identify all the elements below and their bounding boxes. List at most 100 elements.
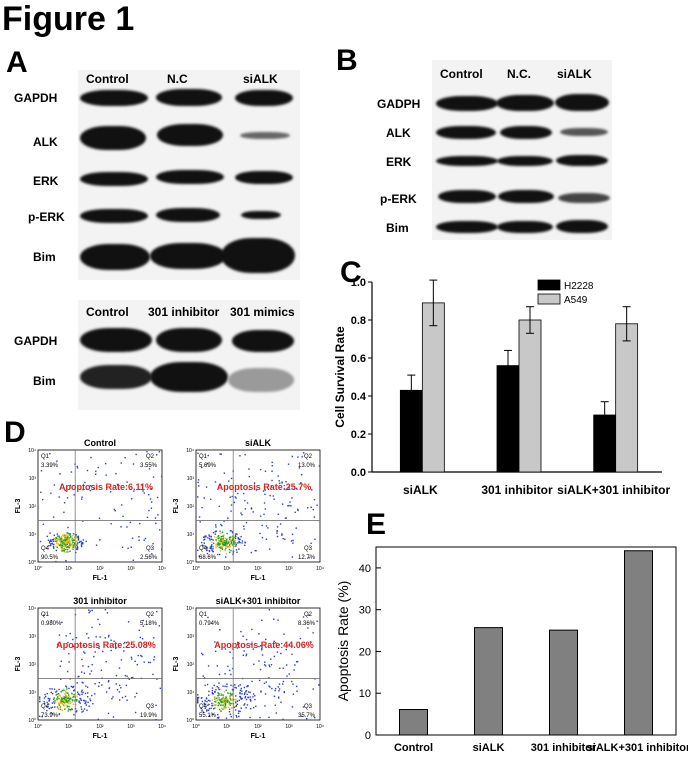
flow-dot xyxy=(59,708,62,711)
flow-dot xyxy=(69,550,71,553)
flow-dot xyxy=(134,696,136,698)
flow-dot xyxy=(84,692,87,695)
flow-dot xyxy=(93,488,95,490)
flow-dot xyxy=(205,697,208,699)
flow-dot xyxy=(159,687,162,690)
flow-dot xyxy=(218,537,220,539)
flow-dot xyxy=(39,698,41,700)
flow-dot xyxy=(215,524,217,526)
flow-dot xyxy=(210,547,212,550)
flow-dot xyxy=(215,544,217,547)
flow-dot xyxy=(66,543,68,546)
flow-dot xyxy=(67,538,69,540)
flow-dot xyxy=(228,701,231,703)
flow-dot xyxy=(197,452,199,455)
flow-dot xyxy=(253,482,256,484)
flow-dot xyxy=(60,691,62,693)
flow-dot xyxy=(55,691,57,693)
flow-dot xyxy=(69,484,72,487)
flow-y-label: FL-3 xyxy=(15,657,22,672)
flow-dot xyxy=(55,549,58,552)
flow-dot xyxy=(285,517,287,519)
flow-dot xyxy=(50,620,53,622)
flow-dot xyxy=(56,697,58,700)
flow-dot xyxy=(43,697,46,699)
flow-dot xyxy=(208,690,210,693)
flow-dot xyxy=(264,693,267,695)
flow-dot xyxy=(56,546,58,549)
flow-dot xyxy=(86,709,88,712)
flow-dot xyxy=(204,538,206,541)
flow-dot xyxy=(230,477,233,480)
flow-dot xyxy=(199,521,201,523)
flow-dot xyxy=(91,609,93,612)
flow-dot xyxy=(211,699,214,701)
flow-q3-value: 12.7% xyxy=(298,555,316,561)
flow-dot xyxy=(56,460,58,462)
flow-dot xyxy=(211,687,214,689)
flow-dot xyxy=(218,697,220,699)
flow-dot xyxy=(53,698,56,701)
flow-dot xyxy=(60,537,63,539)
flow-dot xyxy=(72,699,74,701)
flow-dot xyxy=(291,653,293,656)
flow-dot xyxy=(301,456,303,458)
flow-dot xyxy=(220,535,223,538)
flow-dot xyxy=(219,539,222,542)
flow-dot xyxy=(227,692,229,694)
flow-dot xyxy=(207,665,210,667)
flow-dot xyxy=(110,649,112,652)
flow-dot xyxy=(297,509,299,512)
flow-dot xyxy=(287,505,289,507)
flow-dot xyxy=(228,480,230,482)
flow-dot xyxy=(249,696,251,698)
flow-dot xyxy=(231,702,234,705)
blot-b-row-bim: Bim xyxy=(386,221,409,235)
flow-dot xyxy=(220,545,223,548)
flow-dot xyxy=(219,484,221,487)
flow-dot xyxy=(130,656,133,659)
flow-dot xyxy=(56,643,59,645)
flow-dot xyxy=(240,690,243,692)
flow-dot xyxy=(59,706,62,708)
flow-dot xyxy=(238,699,240,702)
flow-dot xyxy=(48,699,51,701)
flow-dot xyxy=(250,643,252,645)
flow-dot xyxy=(224,698,226,700)
band-b-gadph-nc xyxy=(496,95,554,111)
flow-dot xyxy=(214,698,216,700)
flow-dot xyxy=(54,540,56,542)
flow-dot xyxy=(220,540,222,542)
flow-dot xyxy=(101,684,103,686)
flow-dot xyxy=(280,701,282,703)
flow-dot xyxy=(251,628,253,631)
flow-dot xyxy=(63,502,66,504)
flow-dot xyxy=(224,702,227,704)
flow-dot xyxy=(283,488,286,490)
flow-dot xyxy=(67,701,69,703)
flow-dot xyxy=(105,474,107,476)
flow-x-tick: 10⁴ xyxy=(158,724,166,730)
flow-dot xyxy=(65,544,68,547)
flow-dot xyxy=(282,683,284,685)
flow-dot xyxy=(63,544,65,546)
flow-dot xyxy=(263,664,266,666)
flow-dot xyxy=(66,704,68,707)
flow-dot xyxy=(273,498,275,500)
flow-dot xyxy=(255,489,258,491)
flow-dot xyxy=(282,718,284,721)
flow-dot xyxy=(50,712,52,714)
flow-dot xyxy=(52,516,55,518)
flow-dot xyxy=(313,516,316,518)
flow-dot xyxy=(218,692,220,695)
flow-dot xyxy=(313,716,316,719)
flow-plot-frame xyxy=(195,449,321,563)
flow-dot xyxy=(60,700,62,702)
flow-dot xyxy=(255,550,257,552)
chart-c-ytick-label: 0.2 xyxy=(351,429,366,441)
flow-x-tick: 10¹ xyxy=(223,724,231,730)
flow-dot xyxy=(290,540,293,542)
flow-dot xyxy=(220,547,222,549)
flow-dot xyxy=(94,473,97,475)
flow-dot xyxy=(47,539,50,541)
